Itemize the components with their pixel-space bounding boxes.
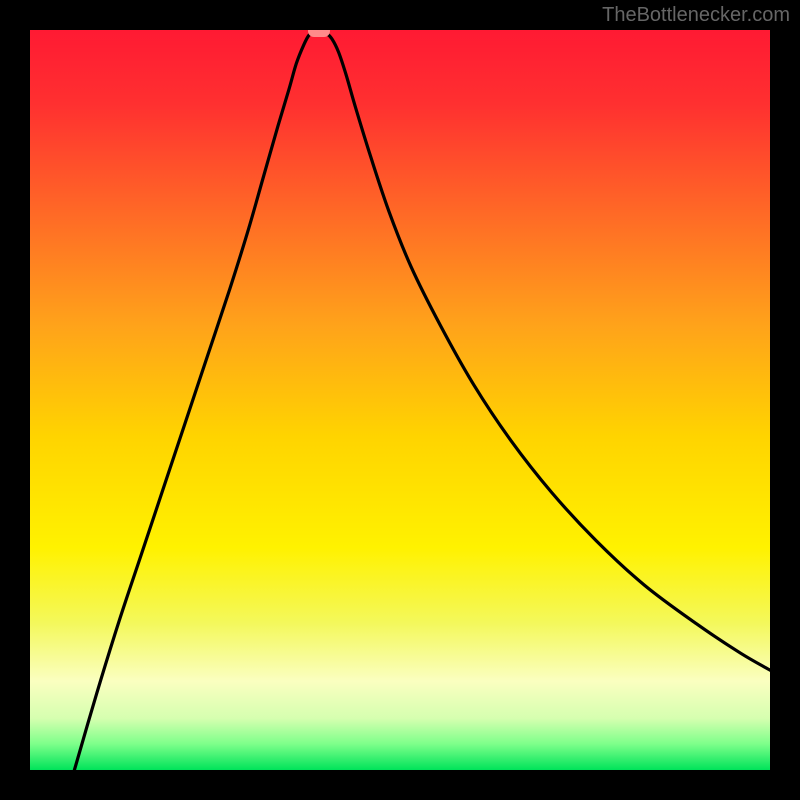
bottleneck-curve (30, 30, 770, 770)
optimal-point-marker (308, 30, 330, 37)
watermark-text: TheBottlenecker.com (602, 4, 790, 27)
chart-frame: TheBottlenecker.com (0, 0, 800, 800)
plot-area (30, 30, 770, 770)
